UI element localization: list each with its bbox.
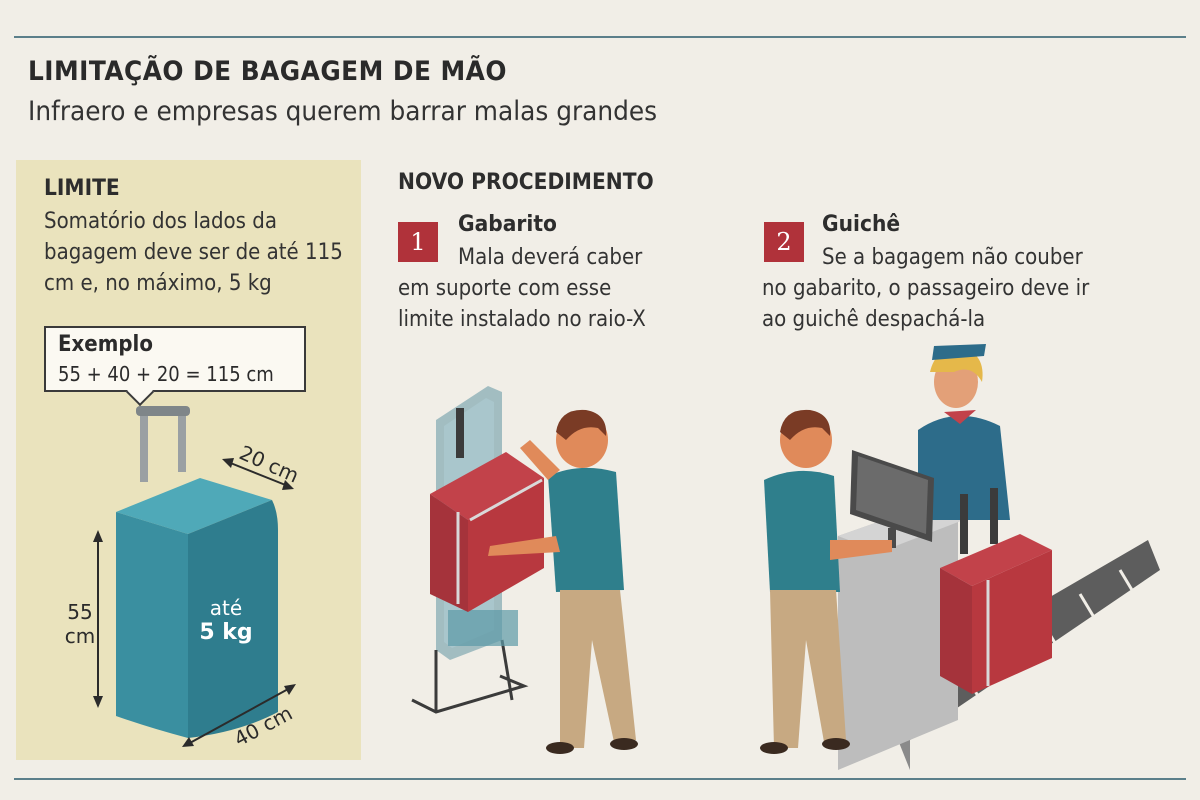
- weight-value: 5 kg: [199, 620, 253, 645]
- limit-text: Somatório dos lados da bagagem deve ser …: [44, 209, 343, 296]
- top-rule: [14, 36, 1186, 38]
- height-unit: cm: [64, 624, 96, 648]
- height-value: 55: [67, 600, 93, 624]
- step-1-text-rest: em suporte com esse limite instalado no …: [398, 276, 646, 332]
- step-1-number: 1: [398, 222, 438, 262]
- height-label: 55 cm: [60, 600, 100, 648]
- example-title: Exemplo: [58, 332, 153, 357]
- step-2-title: Guichê: [822, 212, 901, 237]
- page-subtitle: Infraero e empresas querem barrar malas …: [28, 96, 658, 127]
- bottom-rule: [14, 778, 1186, 780]
- limit-heading: LIMITE: [44, 176, 120, 201]
- step-2-text-first: Se a bagagem não couber: [822, 245, 1083, 270]
- step-1-title: Gabarito: [458, 212, 557, 237]
- step-1-text-first: Mala deverá caber: [458, 245, 643, 270]
- weight-prefix: até: [209, 596, 243, 620]
- procedure-heading: NOVO PROCEDIMENTO: [398, 170, 654, 195]
- page-title: LIMITAÇÃO DE BAGAGEM DE MÃO: [28, 56, 507, 87]
- step-2-number: 2: [764, 222, 804, 262]
- example-callout: Exemplo 55 + 40 + 20 = 115 cm: [44, 326, 306, 392]
- weight-label: até 5 kg: [196, 596, 256, 645]
- example-formula: 55 + 40 + 20 = 115 cm: [58, 362, 274, 386]
- step-2-text-rest: no gabarito, o passageiro deve ir ao gui…: [762, 276, 1090, 332]
